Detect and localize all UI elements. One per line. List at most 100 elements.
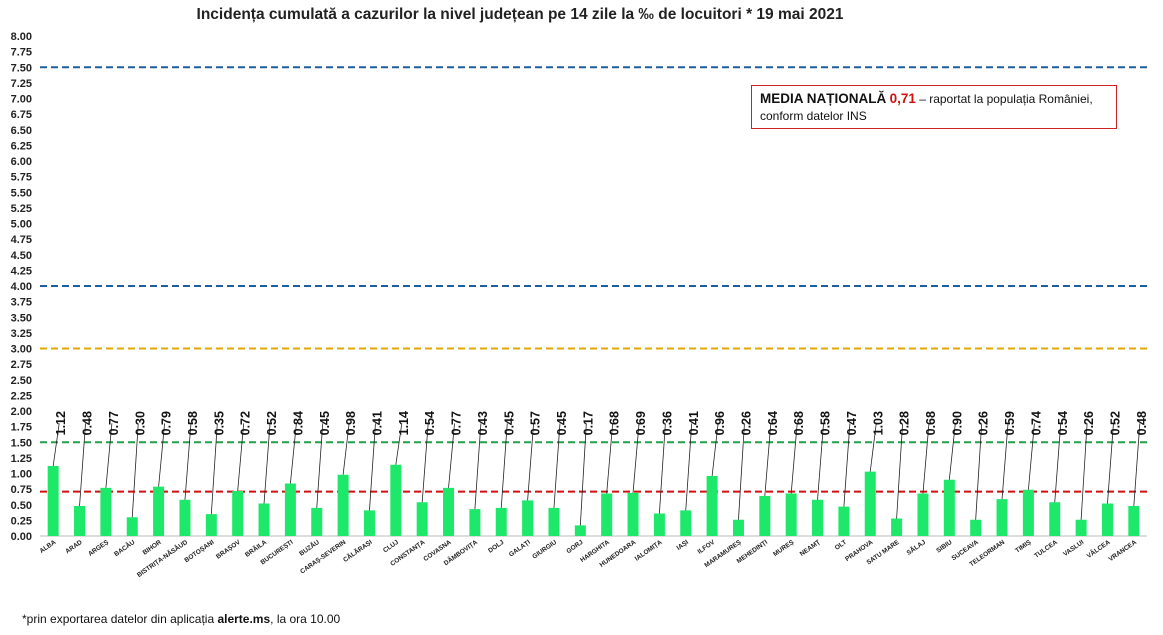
bars — [47, 464, 1140, 536]
value-leader-line — [474, 423, 482, 510]
national-average-note: MEDIA NAȚIONALĂ 0,71 – raportat la popul… — [751, 85, 1117, 129]
y-tick-label: 1.50 — [11, 437, 32, 449]
x-tick-label: GALAȚI — [508, 539, 532, 559]
bar — [732, 519, 744, 536]
y-tick-label: 5.75 — [11, 172, 32, 184]
bar — [627, 492, 639, 536]
bar — [179, 499, 191, 536]
value-label: 0.36 — [660, 411, 674, 435]
footnote-suffix: , la ora 10.00 — [270, 612, 341, 626]
value-label: 0.68 — [924, 411, 938, 435]
value-leader-line — [1001, 423, 1009, 500]
bar — [1075, 519, 1087, 536]
bar — [1049, 502, 1061, 536]
bar — [891, 518, 903, 536]
x-tick-label: BIHOR — [142, 539, 163, 557]
value-label: 0.52 — [265, 411, 279, 435]
x-tick-label: BISTRIȚA-NĂSĂUD — [135, 537, 190, 579]
value-label: 1.14 — [397, 411, 411, 435]
x-tick-label: MUREȘ — [772, 539, 796, 559]
y-tick-label: 6.25 — [11, 140, 32, 152]
bar — [1022, 489, 1034, 536]
bar — [785, 493, 797, 536]
x-tick-label: ILFOV — [697, 539, 717, 556]
bar — [706, 476, 718, 536]
x-tick-label: CLUJ — [382, 539, 400, 555]
bar — [100, 487, 112, 536]
value-leader-line — [289, 423, 297, 484]
y-tick-label: 4.50 — [11, 250, 32, 262]
national-average-source: conform datelor INS — [760, 109, 867, 123]
value-leader-line — [395, 423, 403, 465]
value-label: 0.98 — [344, 411, 358, 435]
y-tick-label: 0.25 — [11, 515, 32, 527]
bar — [574, 525, 586, 536]
value-leader-line — [738, 423, 745, 520]
bar — [205, 514, 217, 536]
value-label: 0.77 — [450, 411, 464, 435]
value-leader-line — [316, 423, 324, 508]
value-leader-line — [685, 423, 693, 511]
x-tick-label: IAȘI — [676, 539, 691, 552]
value-label: 0.74 — [1029, 411, 1043, 435]
y-tick-label: 1.25 — [11, 453, 32, 465]
y-tick-label: 1.75 — [11, 422, 32, 434]
value-label: 0.84 — [291, 411, 305, 435]
value-label: 0.58 — [819, 411, 833, 435]
bar — [232, 491, 244, 536]
value-label: 0.79 — [160, 411, 174, 435]
value-label: 0.45 — [502, 411, 516, 435]
x-tick-label: BUZĂU — [297, 537, 321, 558]
x-tick-label: BACĂU — [112, 537, 137, 558]
value-leader-line — [105, 423, 113, 488]
value-leader-line — [500, 423, 508, 508]
value-leader-line — [764, 423, 772, 497]
bar — [284, 483, 296, 536]
y-tick-label: 6.75 — [11, 109, 32, 121]
footnote-prefix: *prin exportarea datelor din aplicația — [22, 612, 218, 626]
bar — [812, 499, 824, 536]
x-tick-label: CĂLĂRAȘI — [341, 537, 374, 564]
value-leader-line — [421, 423, 429, 503]
x-tick-label: ALBA — [39, 539, 58, 555]
value-leader-line — [1054, 423, 1062, 503]
value-label: 0.68 — [792, 411, 806, 435]
y-tick-label: 5.00 — [11, 219, 32, 231]
chart-title: Incidența cumulată a cazurilor la nivel … — [196, 6, 844, 23]
x-tick-label: VRANCEA — [1108, 539, 1139, 563]
value-leader-line — [658, 423, 666, 514]
value-leader-line — [184, 423, 192, 500]
value-label: 0.64 — [766, 411, 780, 435]
value-label: 0.90 — [950, 411, 964, 435]
bar — [47, 466, 59, 536]
x-axis-labels: ALBA ARAD ARGEȘ BACĂU BIHORBISTRIȚA-NĂSĂUDBO… — [39, 537, 1139, 579]
y-tick-label: 5.25 — [11, 203, 32, 215]
x-tick-label: TULCEA — [1033, 539, 1059, 560]
value-leader-line — [210, 423, 218, 515]
value-leader-line — [1107, 423, 1114, 504]
y-tick-label: 3.00 — [11, 344, 32, 356]
value-label: 0.54 — [1056, 411, 1070, 435]
value-label: 0.48 — [1135, 411, 1149, 435]
value-leader-line — [948, 423, 956, 480]
value-label: 0.45 — [318, 411, 332, 435]
value-leader-line — [711, 423, 719, 477]
x-tick-label: GIURGIU — [531, 539, 558, 561]
value-leader-line — [52, 423, 60, 467]
bar — [153, 486, 165, 536]
bar — [390, 464, 402, 536]
y-axis: 0.00 0.25 0.50 0.75 1.00 1.25 1.50 1.75 2.00 2.25… — [11, 31, 1147, 543]
x-tick-label: TIMIȘ — [1014, 539, 1033, 555]
bar — [443, 487, 455, 536]
value-label: 0.69 — [634, 411, 648, 435]
value-leader-line — [263, 423, 271, 504]
bar-chart: 0.00 0.25 0.50 0.75 1.00 1.25 1.50 1.75 2.00 2.25… — [11, 31, 1149, 579]
value-leader-line — [131, 423, 139, 518]
bar — [469, 509, 481, 536]
value-leader-line — [632, 423, 640, 493]
value-label: 1.03 — [871, 411, 885, 435]
bar — [653, 513, 665, 536]
national-average-value: 0,71 — [889, 91, 916, 106]
x-tick-label: BRĂILA — [243, 537, 269, 559]
value-labels: 1.12 0.48 0.77 0.30 0.79 0.58 0.35 0.72 0.52 0.84… — [52, 411, 1149, 526]
